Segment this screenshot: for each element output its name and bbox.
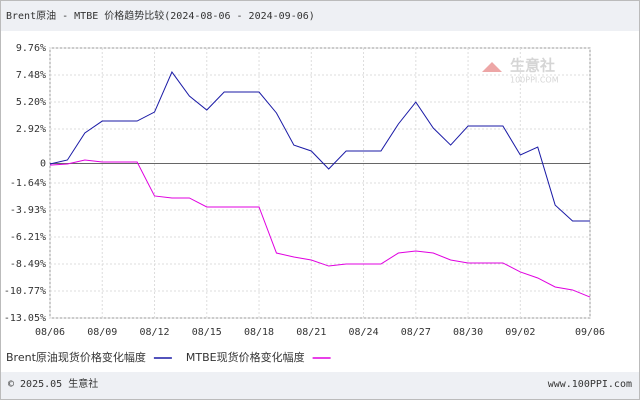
y-tick-label: -6.21% [10, 232, 46, 243]
y-tick-label: 9.76% [16, 43, 46, 54]
website: www.100PPI.com [548, 379, 632, 390]
y-tick-label: 5.20% [16, 97, 46, 108]
x-tick-label: 08/30 [453, 327, 483, 338]
legend-label: Brent原油现货价格变化幅度 [6, 350, 146, 364]
watermark-text: 生意社 [510, 57, 555, 75]
watermark-sub: 100PPI.COM [510, 76, 559, 85]
footer-bar [1, 372, 639, 399]
series-line [49, 159, 591, 298]
x-tick-label: 08/06 [35, 327, 65, 338]
y-tick-label: -13.05% [4, 313, 46, 324]
x-tick-label: 09/06 [575, 327, 605, 338]
x-tick-label: 08/27 [401, 327, 431, 338]
x-tick-label: 08/09 [87, 327, 117, 338]
watermark: 生意社 100PPI.COM [482, 57, 559, 85]
title-bar [1, 1, 639, 31]
y-tick-label: -3.93% [10, 205, 46, 216]
x-tick-label: 08/24 [348, 327, 378, 338]
y-tick-label: -8.49% [10, 259, 46, 270]
y-tick-label: 2.92% [16, 124, 46, 135]
x-tick-label: 08/15 [192, 327, 222, 338]
y-tick-label: -10.77% [4, 286, 46, 297]
y-tick-label: -1.64% [10, 178, 46, 189]
x-tick-label: 08/21 [296, 327, 326, 338]
x-tick-label: 08/18 [244, 327, 274, 338]
watermark-logo [482, 62, 502, 72]
copyright: © 2025.05 生意社 [8, 377, 98, 390]
x-tick-label: 09/02 [505, 327, 535, 338]
series-line [49, 71, 590, 222]
chart-title: Brent原油 - MTBE 价格趋势比较(2024-08-06 - 2024-… [6, 9, 315, 22]
y-tick-label: 0 [40, 159, 46, 170]
x-tick-label: 08/12 [139, 327, 169, 338]
legend-label: MTBE现货价格变化幅度 [186, 350, 305, 364]
y-tick-label: 7.48% [16, 70, 46, 81]
